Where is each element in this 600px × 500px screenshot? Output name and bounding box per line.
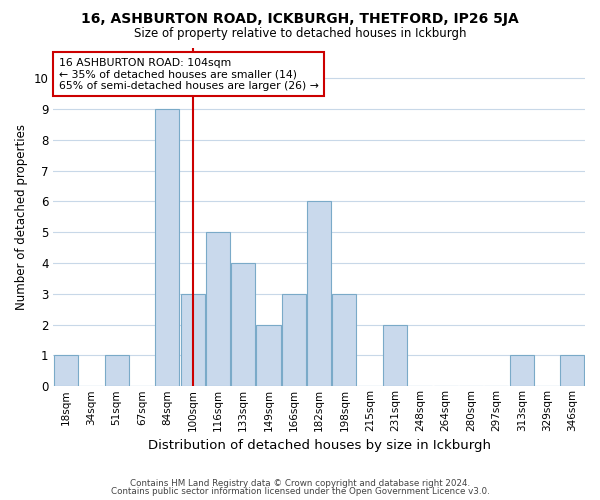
Bar xyxy=(282,294,306,386)
Bar xyxy=(332,294,356,386)
Bar xyxy=(256,324,281,386)
Bar xyxy=(104,356,128,386)
Bar xyxy=(509,356,534,386)
Text: Contains HM Land Registry data © Crown copyright and database right 2024.: Contains HM Land Registry data © Crown c… xyxy=(130,478,470,488)
Text: 16, ASHBURTON ROAD, ICKBURGH, THETFORD, IP26 5JA: 16, ASHBURTON ROAD, ICKBURGH, THETFORD, … xyxy=(81,12,519,26)
Bar xyxy=(206,232,230,386)
Bar xyxy=(54,356,78,386)
Bar xyxy=(383,324,407,386)
Y-axis label: Number of detached properties: Number of detached properties xyxy=(15,124,28,310)
Bar xyxy=(181,294,205,386)
X-axis label: Distribution of detached houses by size in Ickburgh: Distribution of detached houses by size … xyxy=(148,440,491,452)
Bar xyxy=(560,356,584,386)
Text: Size of property relative to detached houses in Ickburgh: Size of property relative to detached ho… xyxy=(134,28,466,40)
Text: 16 ASHBURTON ROAD: 104sqm
← 35% of detached houses are smaller (14)
65% of semi-: 16 ASHBURTON ROAD: 104sqm ← 35% of detac… xyxy=(59,58,319,91)
Text: Contains public sector information licensed under the Open Government Licence v3: Contains public sector information licen… xyxy=(110,487,490,496)
Bar xyxy=(231,263,255,386)
Bar xyxy=(155,109,179,386)
Bar xyxy=(307,202,331,386)
